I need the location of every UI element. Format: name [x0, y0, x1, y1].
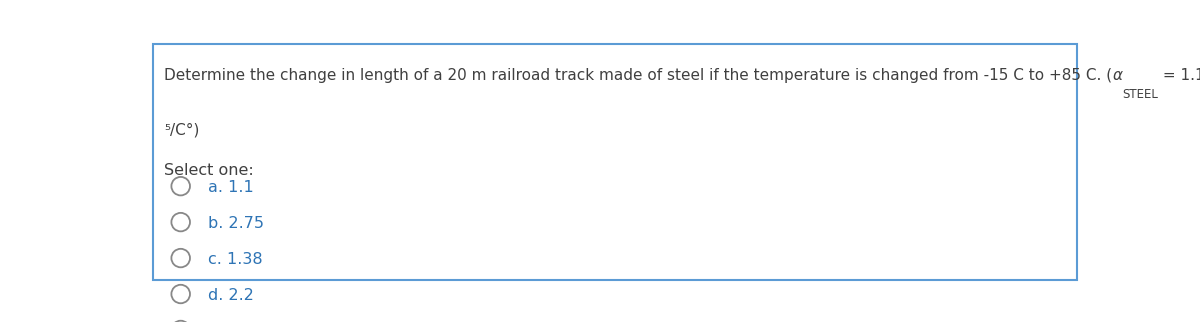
Text: α: α [1112, 68, 1122, 83]
Text: = 1.1 x 10: = 1.1 x 10 [1158, 68, 1200, 83]
Text: b. 2.75: b. 2.75 [208, 216, 264, 231]
Text: c. 1.38: c. 1.38 [208, 252, 263, 267]
Text: STEEL: STEEL [1122, 88, 1158, 101]
Text: d. 2.2: d. 2.2 [208, 288, 253, 303]
Text: ⁵/C°): ⁵/C°) [164, 123, 199, 138]
Text: a. 1.1: a. 1.1 [208, 180, 253, 195]
FancyBboxPatch shape [152, 44, 1078, 280]
Text: Determine the change in length of a 20 m railroad track made of steel if the tem: Determine the change in length of a 20 m… [164, 68, 1112, 83]
Text: Select one:: Select one: [164, 163, 253, 178]
